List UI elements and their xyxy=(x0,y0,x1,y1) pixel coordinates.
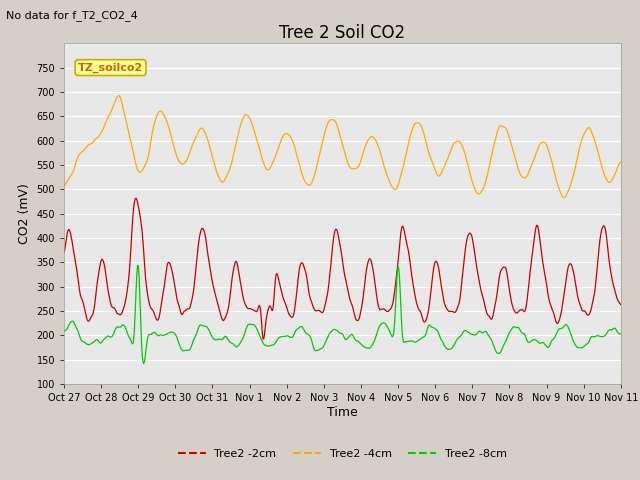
Tree2 -2cm xyxy=(60,249,68,255)
Tree2 -4cm xyxy=(411,121,419,127)
Tree2 -8cm xyxy=(617,331,625,337)
Line: Tree2 -8cm: Tree2 -8cm xyxy=(64,265,621,364)
Legend: Tree2 -2cm, Tree2 -4cm, Tree2 -8cm: Tree2 -2cm, Tree2 -4cm, Tree2 -8cm xyxy=(173,444,511,463)
Tree2 -2cm xyxy=(617,301,625,307)
X-axis label: Time: Time xyxy=(327,406,358,419)
Tree2 -4cm xyxy=(115,93,123,98)
Tree2 -8cm xyxy=(70,320,78,325)
Tree2 -4cm xyxy=(185,153,193,158)
Line: Tree2 -4cm: Tree2 -4cm xyxy=(64,96,621,198)
Tree2 -4cm xyxy=(60,183,68,189)
Tree2 -2cm xyxy=(132,195,140,201)
Tree2 -4cm xyxy=(561,195,568,201)
Tree2 -8cm xyxy=(186,347,193,353)
Tree2 -8cm xyxy=(428,324,436,330)
Tree2 -2cm xyxy=(214,302,222,308)
Text: No data for f_T2_CO2_4: No data for f_T2_CO2_4 xyxy=(6,10,138,21)
Title: Tree 2 Soil CO2: Tree 2 Soil CO2 xyxy=(279,24,406,42)
Tree2 -8cm xyxy=(134,263,141,268)
Tree2 -2cm xyxy=(259,336,267,342)
Tree2 -2cm xyxy=(428,280,436,286)
Tree2 -4cm xyxy=(214,173,222,179)
Tree2 -8cm xyxy=(140,361,148,367)
Tree2 -8cm xyxy=(60,328,68,334)
Y-axis label: CO2 (mV): CO2 (mV) xyxy=(18,183,31,244)
Tree2 -8cm xyxy=(215,336,223,342)
Text: TZ_soilco2: TZ_soilco2 xyxy=(78,62,143,73)
Tree2 -4cm xyxy=(428,156,435,162)
Tree2 -4cm xyxy=(617,159,625,165)
Tree2 -8cm xyxy=(127,339,135,345)
Tree2 -2cm xyxy=(70,252,78,257)
Tree2 -8cm xyxy=(412,339,419,345)
Line: Tree2 -2cm: Tree2 -2cm xyxy=(64,198,621,339)
Tree2 -4cm xyxy=(128,144,136,150)
Tree2 -2cm xyxy=(185,306,193,312)
Tree2 -2cm xyxy=(127,237,135,243)
Tree2 -4cm xyxy=(70,167,78,172)
Tree2 -2cm xyxy=(412,296,419,301)
